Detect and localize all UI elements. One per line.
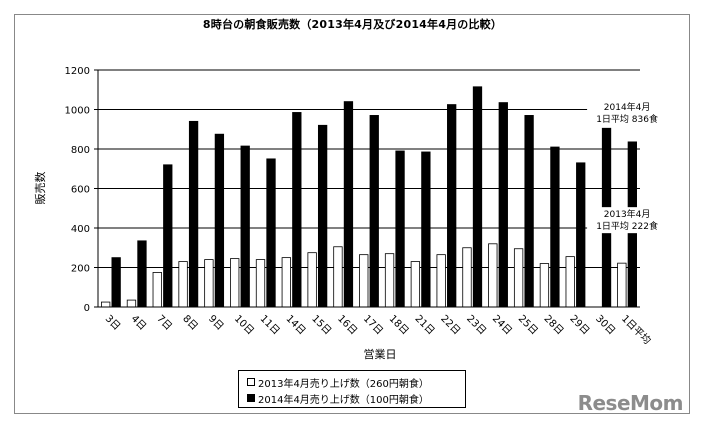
bar-2013-7: [281, 257, 291, 308]
bar-2013-16: [513, 248, 524, 308]
x-tick-label: 7日: [154, 313, 173, 332]
bar-2013-3: [178, 261, 188, 308]
annotation-line1: 2013年4月: [604, 208, 651, 220]
bar-2014-7: [292, 112, 302, 308]
legend-label-2013: 2013年4月売り上げ数（260円朝食）: [258, 378, 429, 390]
bar-2014-10: [369, 115, 379, 308]
x-tick-label: 29日: [567, 313, 591, 337]
legend-swatch-2013: [247, 378, 255, 386]
legend: 2013年4月売り上げ数（260円朝食） 2014年4月売り上げ数（100円朝食…: [238, 370, 466, 408]
bar-2013-8: [307, 252, 317, 308]
bar-2014-2: [163, 164, 173, 308]
bar-2014-15: [498, 102, 508, 308]
legend-item-2013: 2013年4月売り上げ数（260円朝食）: [247, 374, 465, 390]
y-tick-label: 400: [71, 224, 90, 235]
bar-2013-10: [359, 254, 369, 308]
bar-2014-17: [550, 146, 560, 308]
y-tick-label: 1200: [65, 66, 90, 77]
bar-2013-15: [488, 243, 498, 308]
bar-2013-13: [436, 254, 446, 308]
x-tick-label: 14日: [283, 313, 307, 337]
x-tick-label: 30日: [593, 313, 617, 337]
watermark-logo: ReseMom: [577, 391, 684, 415]
bar-2014-13: [447, 104, 457, 308]
annotation-line2: 1日平均 222食: [596, 220, 658, 232]
y-tick-label: 0: [84, 303, 90, 314]
bar-2014-16: [524, 115, 534, 308]
bar-2014-1: [137, 240, 147, 308]
bar-2013-17: [539, 263, 550, 308]
y-tick-label: 800: [71, 145, 90, 156]
x-tick-label: 8日: [180, 313, 199, 332]
x-tick-label: 23日: [464, 313, 488, 337]
legend-swatch-2014: [247, 394, 255, 402]
bar-2013-9: [333, 246, 343, 308]
bar-2014-18: [576, 162, 586, 308]
bar-2014-5: [240, 145, 250, 308]
x-tick-label: 16日: [335, 313, 359, 337]
x-tick-label: 4日: [129, 313, 148, 332]
annotation-box: [587, 207, 668, 234]
x-tick-label: 15日: [309, 313, 333, 337]
bar-2014-6: [266, 158, 276, 308]
bar-2014-8: [317, 124, 328, 308]
y-tick-label: 200: [71, 264, 90, 275]
x-tick-label: 21日: [412, 313, 436, 337]
x-tick-label: 3日: [103, 313, 122, 332]
x-tick-label: 22日: [438, 313, 462, 337]
bar-2014-3: [188, 120, 199, 308]
bar-2014-12: [421, 151, 431, 308]
annotation-line2: 1日平均 836食: [596, 113, 658, 125]
x-tick-label: 1日平均: [619, 313, 653, 347]
x-tick-label: 24日: [490, 313, 514, 337]
x-tick-label: 25日: [516, 313, 540, 337]
bar-2014-11: [395, 150, 405, 308]
bar-2013-0: [101, 301, 111, 308]
y-tick-label: 600: [71, 185, 90, 196]
bar-2013-2: [152, 272, 162, 308]
x-tick-label: 18日: [387, 313, 411, 337]
bar-2013-18: [565, 256, 575, 308]
chart-title: 8時台の朝食販売数（2013年4月及び2014年4月の比較）: [202, 18, 503, 31]
annotation-line1: 2014年4月: [604, 101, 651, 113]
bar-2013-4: [204, 259, 214, 308]
x-tick-label: 11日: [258, 313, 282, 337]
bar-2014-0: [111, 257, 121, 308]
y-tick-label: 1000: [65, 106, 90, 117]
y-axis-label: 販売数: [34, 172, 47, 205]
x-tick-label: 9日: [206, 313, 225, 332]
x-tick-label: 10日: [232, 313, 256, 337]
x-axis-label: 営業日: [364, 347, 397, 361]
annotation-box: [587, 99, 668, 126]
x-tick-label: 28日: [542, 313, 566, 337]
bar-2013-1: [126, 299, 137, 308]
bar-2013-11: [384, 253, 395, 308]
bar-2013-12: [410, 261, 421, 308]
bar-2013-14: [462, 247, 472, 308]
bar-2014-14: [472, 86, 483, 308]
bar-2014-9: [343, 101, 354, 308]
legend-label-2014: 2014年4月売り上げ数（100円朝食）: [258, 394, 429, 406]
legend-item-2014: 2014年4月売り上げ数（100円朝食）: [247, 390, 465, 406]
bar-2013-5: [230, 258, 240, 308]
bar-2013-6: [255, 259, 266, 308]
bar-2013-20: [617, 262, 627, 308]
x-tick-label: 17日: [361, 313, 385, 337]
bar-2014-4: [214, 133, 225, 308]
